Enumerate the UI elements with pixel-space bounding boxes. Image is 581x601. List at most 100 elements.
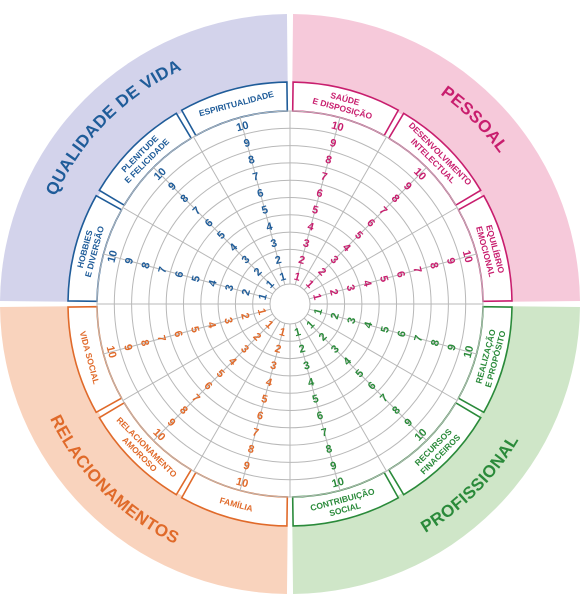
scale-number: 8 [247,154,256,167]
scale-number: 9 [242,460,251,473]
scale-number: 9 [121,343,134,352]
scale-number: 9 [444,257,457,266]
scale-number: 10 [235,476,250,491]
grid-spoke-16 [122,313,273,401]
scale-number: 8 [429,339,442,348]
scale-number: 6 [255,410,264,423]
grid-spoke-22 [193,136,281,287]
scale-number: 7 [412,334,425,343]
scale-number: 6 [316,410,325,423]
scale-number: 5 [311,393,320,406]
scale-number: 3 [221,316,234,325]
scale-number: 7 [320,426,329,439]
grid-spoke-5 [309,253,477,300]
scale-number: 3 [302,359,311,372]
scale-number: 2 [329,312,342,321]
grid-spoke-10 [299,321,387,472]
grid-spoke-17 [103,308,271,355]
scale-number: 6 [394,270,407,279]
center-circle [269,283,311,325]
scale-number: 4 [306,221,316,234]
scale-number: 10 [462,345,477,360]
scale-number: 10 [460,249,475,264]
grid-spoke-23 [239,117,286,285]
scale-number: 2 [240,288,253,297]
grid-spoke-19 [103,253,271,300]
scale-number: 6 [315,187,324,200]
quadrant-backgrounds [0,14,580,594]
grid-spoke-9 [303,317,427,441]
scale-number: 5 [311,204,320,217]
grid-lines [96,110,484,498]
scale-number: 5 [377,274,390,283]
scale-number: 4 [360,279,373,289]
scale-number: 1 [255,307,268,316]
grid-spoke-15 [153,317,277,441]
scale-number: 5 [190,274,203,283]
scale-number: 7 [320,170,329,183]
scale-number: 1 [293,326,302,339]
quadrant-bg-0 [0,14,288,302]
scale-number: 5 [260,393,269,406]
scale-number: 9 [123,257,136,266]
scale-number: 3 [345,316,358,325]
scale-number: 8 [324,154,333,167]
scale-number: 7 [155,334,168,343]
scale-number: 6 [171,330,184,339]
scale-number: 4 [207,278,220,288]
quadrant-bg-2 [292,306,580,594]
scale-number: 6 [256,187,265,200]
scale-number: 10 [104,345,119,360]
scale-number: 3 [223,283,236,292]
scale-number: 4 [265,220,275,233]
grid-spoke-13 [239,323,286,491]
quadrant-bg-3 [0,306,288,594]
scale-number: 2 [238,312,251,321]
grid-spoke-20 [122,207,273,295]
scale-number: 2 [327,288,340,297]
scale-number: 1 [310,292,323,301]
scale-number: 7 [251,170,260,183]
scale-number: 2 [297,254,306,267]
scale-number: 8 [138,339,151,348]
scale-number: 7 [251,426,260,439]
scale-number: 1 [312,307,325,316]
scale-number: 1 [278,271,287,284]
scale-number: 9 [329,460,338,473]
scale-number: 10 [331,476,346,491]
scale-number: 2 [273,343,282,356]
scale-number: 7 [410,265,423,274]
grid-spoke-8 [307,313,458,401]
scale-number: 5 [379,325,392,334]
scale-number: 10 [330,120,345,135]
scale-number: 3 [344,283,357,292]
scale-number: 3 [269,237,278,250]
grid-spoke-21 [153,167,277,291]
scale-number: 5 [188,325,201,334]
grid-spoke-7 [309,308,477,355]
grid-spoke-4 [307,207,458,295]
scale-number: 1 [293,271,302,284]
scale-number: 6 [173,270,186,279]
grid-spoke-1 [294,117,341,285]
scale-number: 10 [106,249,121,264]
scale-number: 2 [274,254,283,267]
scale-number: 8 [246,443,255,456]
scale-number: 3 [269,359,278,372]
scale-number: 9 [446,343,459,352]
scale-number: 8 [140,261,153,270]
grid-spoke-2 [299,136,387,287]
scale-number: 5 [260,204,269,217]
scale-number: 4 [362,320,375,330]
scale-number: 2 [298,343,307,356]
scale-number: 3 [302,237,311,250]
scale-number: 8 [325,443,334,456]
scale-number: 4 [264,376,274,389]
grid-spoke-11 [294,323,341,491]
scale-number: 10 [235,120,250,135]
scale-number: 4 [205,321,218,331]
scale-number: 7 [156,265,169,274]
scale-number: 1 [257,292,270,301]
grid-spoke-14 [193,321,281,472]
